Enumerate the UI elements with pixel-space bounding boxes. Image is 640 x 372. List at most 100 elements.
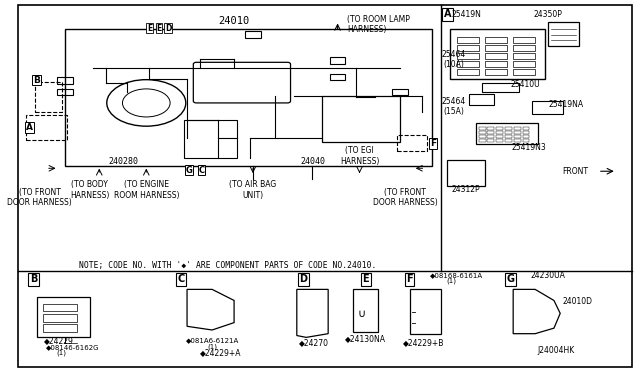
Text: (TO ENGINE
ROOM HARNESS): (TO ENGINE ROOM HARNESS) — [113, 180, 179, 200]
Text: D: D — [165, 24, 172, 33]
Text: 25419NA: 25419NA — [549, 100, 584, 109]
Bar — [457, 61, 479, 67]
Bar — [457, 69, 479, 75]
Text: NOTE; CODE NO. WITH '◆' ARE COMPONENT PARTS OF CODE NO.24010.: NOTE; CODE NO. WITH '◆' ARE COMPONENT PA… — [79, 261, 376, 270]
Text: B: B — [33, 76, 40, 84]
Bar — [457, 37, 479, 43]
Bar — [43, 314, 77, 321]
Bar — [488, 131, 494, 134]
Bar — [532, 101, 563, 114]
Text: E: E — [156, 24, 161, 33]
Bar — [513, 53, 535, 59]
Text: ◆08168-6161A: ◆08168-6161A — [430, 272, 483, 278]
Bar — [57, 89, 72, 95]
Text: (TO FRONT
DOOR HARNESS): (TO FRONT DOOR HARNESS) — [373, 188, 438, 207]
Text: (1): (1) — [207, 343, 217, 350]
Bar — [485, 61, 507, 67]
Text: ◆081A6-6121A: ◆081A6-6121A — [186, 337, 239, 343]
Text: 24010D: 24010D — [562, 297, 592, 306]
Text: ◆08146-6162G: ◆08146-6162G — [46, 344, 99, 350]
Text: 24312P: 24312P — [452, 185, 481, 194]
Text: ◆24229: ◆24229 — [44, 336, 74, 345]
Text: 24230UA: 24230UA — [531, 271, 566, 280]
Text: (TO EGI
HARNESS): (TO EGI HARNESS) — [340, 146, 380, 166]
Text: (1): (1) — [56, 350, 67, 356]
Bar — [505, 126, 512, 129]
Bar — [43, 304, 77, 311]
Bar — [57, 77, 72, 84]
Text: (TO ROOM LAMP
HARNESS): (TO ROOM LAMP HARNESS) — [347, 15, 410, 34]
Text: 25419N: 25419N — [451, 10, 481, 19]
Text: C: C — [198, 166, 205, 174]
Bar — [488, 135, 494, 138]
Text: G: G — [506, 274, 514, 284]
Bar — [496, 131, 503, 134]
Bar — [184, 119, 237, 158]
Bar — [505, 135, 512, 138]
Text: 24010: 24010 — [218, 16, 250, 26]
Bar — [485, 53, 507, 59]
Bar — [451, 29, 545, 79]
Text: ◆24229+B: ◆24229+B — [403, 339, 445, 347]
Text: E: E — [362, 274, 369, 284]
Text: G: G — [186, 166, 193, 174]
Bar — [523, 126, 529, 129]
Text: F: F — [406, 274, 413, 284]
Bar — [36, 297, 90, 337]
Bar — [488, 126, 494, 129]
Text: (1): (1) — [446, 278, 456, 284]
Text: 240280: 240280 — [108, 157, 138, 166]
Bar — [447, 160, 485, 186]
Bar — [469, 94, 494, 105]
Text: B: B — [29, 274, 37, 284]
Bar — [496, 126, 503, 129]
Bar — [496, 135, 503, 138]
Text: C: C — [177, 274, 184, 284]
Bar — [513, 61, 535, 67]
Bar — [26, 115, 67, 140]
Bar — [523, 131, 529, 134]
Text: 24350P: 24350P — [533, 10, 562, 19]
Bar — [523, 139, 529, 142]
Bar — [514, 131, 521, 134]
Bar — [514, 135, 521, 138]
Bar — [479, 131, 486, 134]
Bar — [513, 69, 535, 75]
Text: (TO AIR BAG
UNIT): (TO AIR BAG UNIT) — [229, 180, 276, 200]
Text: F: F — [430, 139, 436, 148]
Bar — [476, 123, 538, 144]
Bar — [410, 289, 441, 334]
Bar — [479, 135, 486, 138]
Bar — [397, 135, 428, 151]
Text: E: E — [147, 24, 152, 33]
Bar — [322, 96, 400, 142]
Bar — [457, 53, 479, 59]
Text: 24040: 24040 — [300, 157, 325, 166]
Bar — [392, 89, 408, 95]
Bar — [245, 31, 260, 38]
Text: (TO BODY
HARNESS): (TO BODY HARNESS) — [70, 180, 109, 200]
Bar — [505, 139, 512, 142]
Text: 25419N3: 25419N3 — [511, 143, 546, 152]
Bar — [548, 22, 579, 46]
Text: ◆24130NA: ◆24130NA — [346, 334, 387, 343]
Bar — [35, 82, 61, 112]
Text: ∪: ∪ — [357, 310, 365, 320]
Bar — [505, 131, 512, 134]
Text: FRONT: FRONT — [563, 167, 588, 176]
Bar — [330, 57, 346, 64]
Text: ◆24270: ◆24270 — [299, 339, 329, 347]
Bar — [496, 139, 503, 142]
Text: A: A — [444, 9, 451, 19]
Bar — [514, 139, 521, 142]
Bar — [479, 139, 486, 142]
Text: 25410U: 25410U — [511, 80, 541, 89]
Bar — [43, 324, 77, 332]
Bar — [330, 74, 346, 80]
Text: ◆24229+A: ◆24229+A — [200, 349, 241, 357]
Bar — [457, 45, 479, 51]
Text: 25464
(10A): 25464 (10A) — [442, 50, 466, 70]
Bar — [523, 135, 529, 138]
Bar — [479, 126, 486, 129]
Bar — [482, 83, 520, 92]
